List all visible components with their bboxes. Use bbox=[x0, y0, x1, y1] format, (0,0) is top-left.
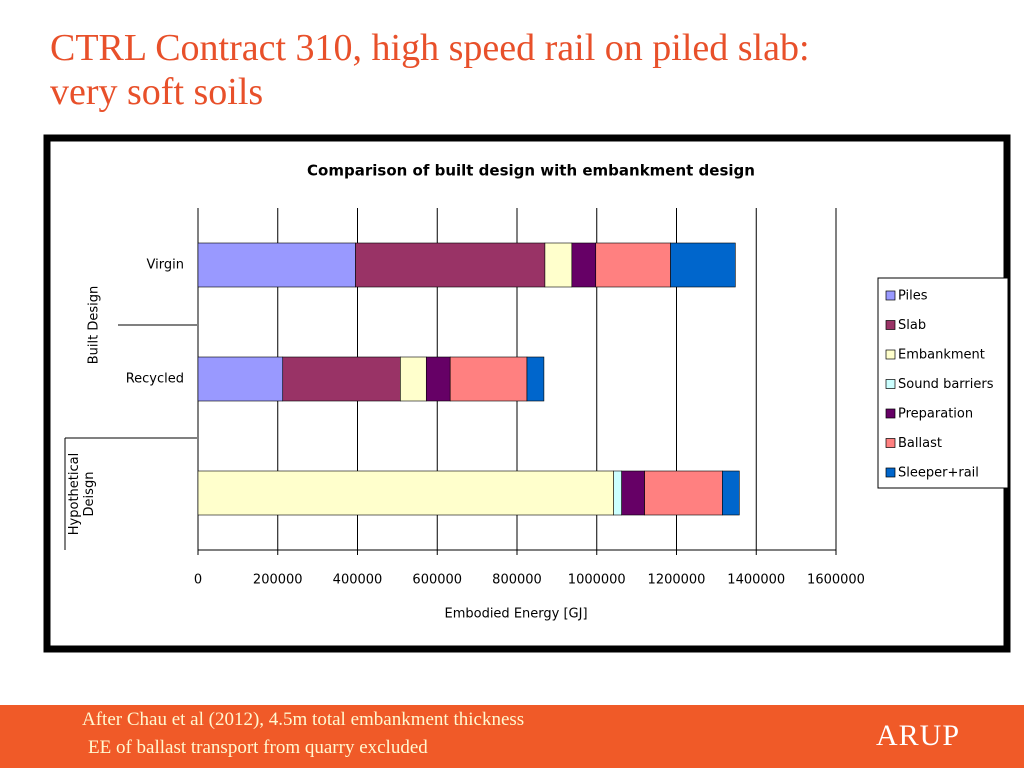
title-line: very soft soils bbox=[50, 71, 264, 113]
x-tick-label: 400000 bbox=[333, 573, 383, 588]
bar-segment bbox=[197, 470, 614, 516]
legend-label: Slab bbox=[898, 318, 926, 333]
bar-segment bbox=[197, 242, 356, 288]
legend-label: Sound barriers bbox=[898, 377, 994, 392]
x-tick-label: 0 bbox=[194, 573, 202, 588]
x-axis-label: Embodied Energy [GJ] bbox=[444, 607, 587, 622]
bar-segment bbox=[425, 356, 451, 402]
bar-segment bbox=[571, 242, 597, 288]
bar-segment bbox=[621, 470, 645, 516]
y-tick-label: Recycled bbox=[126, 372, 184, 387]
bar-segment bbox=[449, 356, 528, 402]
bar-segment bbox=[722, 470, 740, 516]
footer-note: After Chau et al (2012), 4.5m total emba… bbox=[82, 709, 525, 730]
bar-segment bbox=[400, 356, 427, 402]
legend-swatch bbox=[885, 349, 896, 360]
y-tick-label: Virgin bbox=[147, 258, 184, 273]
chart-title: Comparison of built design with embankme… bbox=[307, 162, 755, 180]
legend-box bbox=[877, 277, 1009, 489]
title-line: CTRL Contract 310, high speed rail on pi… bbox=[50, 27, 810, 69]
group-label: Built Design bbox=[87, 286, 102, 365]
legend-swatch bbox=[885, 438, 896, 448]
logo: ARUP bbox=[876, 719, 961, 752]
legend-label: Piles bbox=[898, 289, 928, 304]
x-tick-label: 1200000 bbox=[648, 573, 706, 588]
bar-segment bbox=[644, 470, 723, 516]
chart: Comparison of built design with embankme… bbox=[43, 134, 1011, 653]
legend-label: Preparation bbox=[898, 407, 973, 422]
x-tick-label: 600000 bbox=[412, 573, 462, 588]
legend-swatch bbox=[885, 290, 896, 301]
bar-segment bbox=[670, 242, 736, 288]
x-tick-label: 1000000 bbox=[568, 573, 626, 588]
x-tick-label: 800000 bbox=[492, 573, 542, 588]
legend-swatch bbox=[885, 467, 896, 478]
group-label-box: Hypothetical Deisgn bbox=[67, 452, 97, 536]
bar-segment bbox=[355, 242, 546, 288]
legend-label: Embankment bbox=[898, 348, 985, 363]
bar-segment bbox=[595, 242, 671, 288]
footer-band: After Chau et al (2012), 4.5m total emba… bbox=[0, 705, 1024, 768]
x-tick-label: 200000 bbox=[253, 573, 303, 588]
bar-segment bbox=[282, 356, 401, 402]
footer-note: EE of ballast transport from quarry excl… bbox=[88, 737, 428, 758]
bar-segment bbox=[197, 356, 284, 402]
group-label: Hypothetical Deisgn bbox=[67, 452, 97, 536]
slide-title: CTRL Contract 310, high speed rail on pi… bbox=[50, 26, 810, 114]
bar-segment bbox=[613, 470, 622, 516]
legend-label: Sleeper+rail bbox=[898, 466, 979, 481]
x-tick-label: 1400000 bbox=[727, 573, 785, 588]
legend-swatch bbox=[885, 408, 896, 419]
legend-label: Ballast bbox=[898, 436, 942, 451]
bar-segment bbox=[526, 356, 545, 402]
x-tick-label: 1600000 bbox=[807, 573, 865, 588]
bar-segment bbox=[544, 242, 573, 288]
legend-swatch bbox=[885, 320, 896, 330]
legend-swatch bbox=[885, 379, 896, 389]
